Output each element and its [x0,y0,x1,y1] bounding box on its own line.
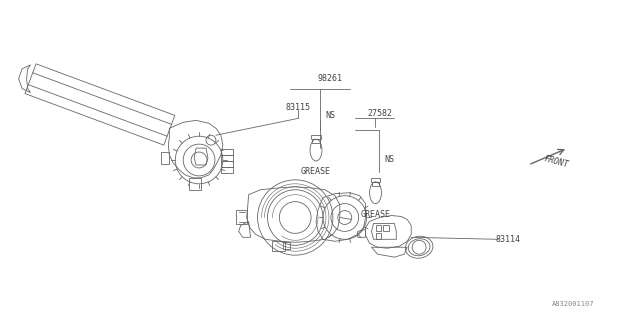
Text: 83115: 83115 [285,103,310,112]
Text: NS: NS [325,111,335,120]
Text: 27582: 27582 [367,109,392,118]
Text: FRONT: FRONT [543,155,570,170]
Text: GREASE: GREASE [360,210,390,219]
Text: NS: NS [385,156,394,164]
Text: 83114: 83114 [496,235,521,244]
Text: GREASE: GREASE [301,167,331,176]
Text: A832001107: A832001107 [552,301,594,307]
Text: 98261: 98261 [317,74,342,83]
